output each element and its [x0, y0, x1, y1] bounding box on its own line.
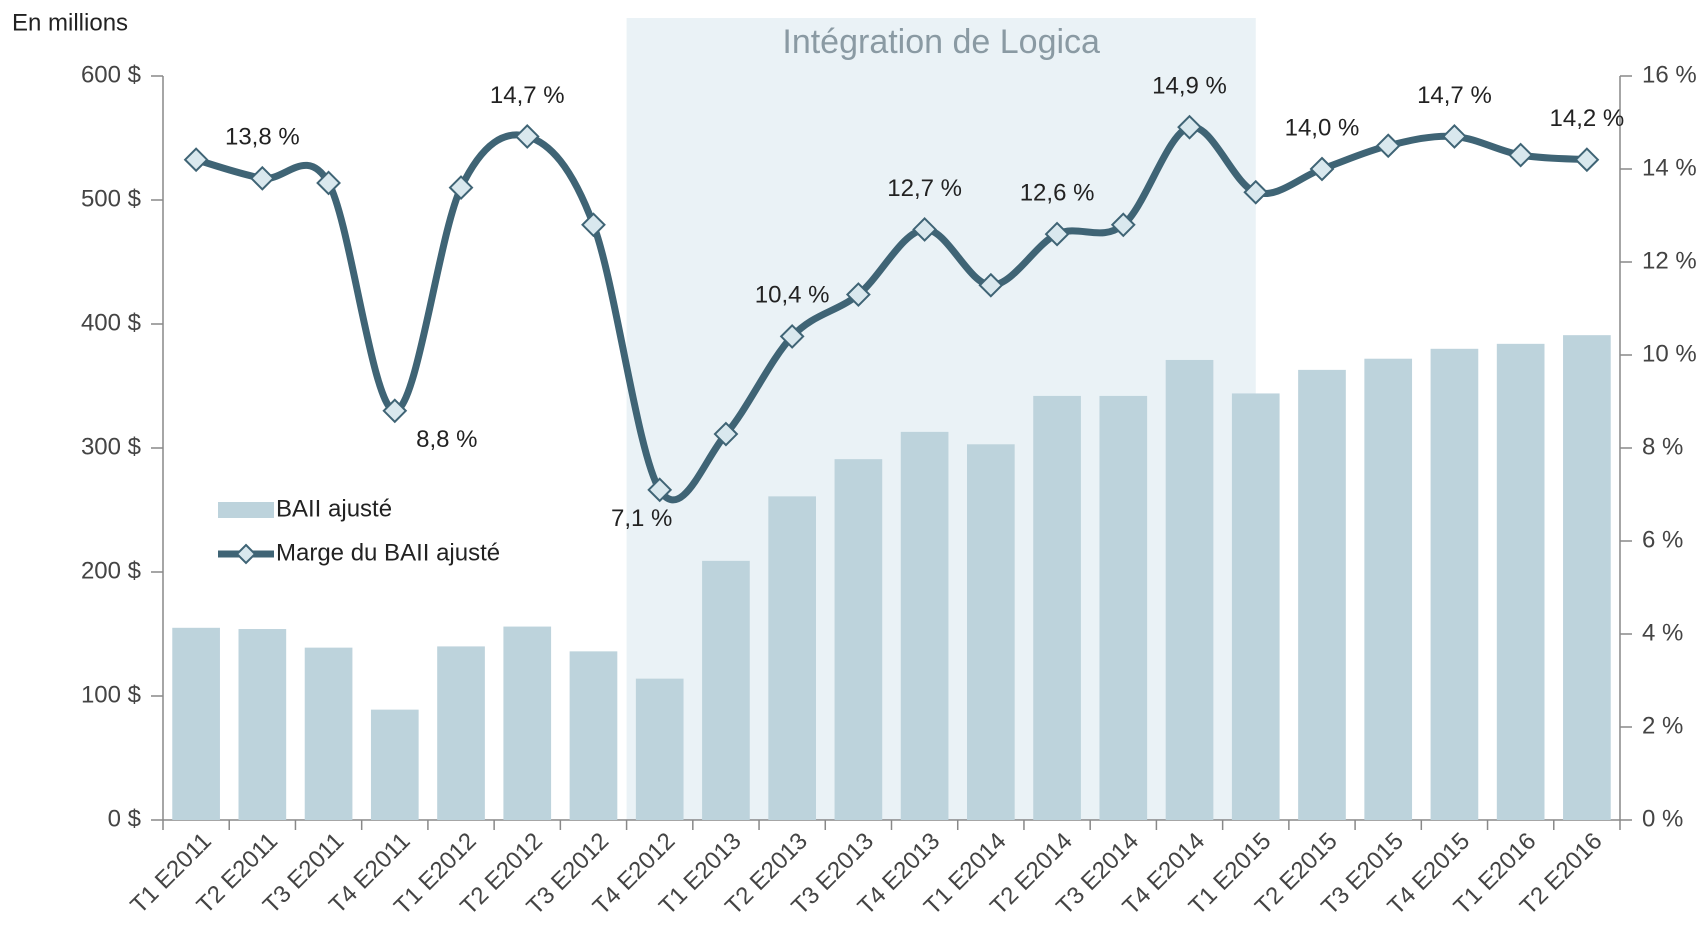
marker	[1508, 142, 1534, 168]
marker	[713, 421, 739, 447]
marker	[912, 217, 938, 242]
bar	[1496, 343, 1545, 820]
y2-tick-label: 8 %	[1642, 433, 1683, 460]
bar	[569, 651, 618, 820]
y-tick-label: 500 $	[81, 185, 141, 212]
marker	[382, 398, 408, 424]
marker	[1375, 133, 1401, 159]
legend-marker	[235, 543, 257, 565]
marker	[514, 124, 540, 149]
marker	[249, 165, 275, 191]
bar	[370, 709, 419, 820]
value-label: 10,4 %	[755, 282, 830, 309]
bar	[1298, 369, 1346, 820]
marker	[845, 282, 871, 307]
marker	[779, 323, 805, 349]
bar	[1033, 395, 1081, 820]
y2-tick-label: 0 %	[1642, 805, 1683, 832]
y2-tick-label: 10 %	[1642, 340, 1697, 367]
y-tick-label: 600 $	[81, 61, 141, 88]
bar	[1563, 335, 1611, 820]
y-tick-label: 400 $	[81, 309, 141, 336]
value-label: 7,1 %	[611, 505, 672, 532]
marker	[978, 272, 1004, 298]
bar	[768, 496, 817, 820]
value-label: 12,7 %	[887, 175, 962, 202]
y2-tick-label: 14 %	[1642, 154, 1697, 181]
bar	[900, 431, 949, 820]
y-tick-label: 300 $	[81, 433, 141, 460]
y2-tick-label: 4 %	[1642, 619, 1683, 646]
bar	[1430, 348, 1479, 820]
bar	[834, 459, 883, 820]
value-label: 8,8 %	[416, 426, 477, 453]
marker	[1110, 212, 1136, 238]
bar	[304, 647, 353, 820]
legend-swatch	[218, 502, 274, 518]
annotation-text: Intégration de Logica	[782, 23, 1100, 61]
marker	[183, 147, 209, 173]
bar	[1099, 395, 1148, 820]
bar	[702, 560, 750, 820]
marker	[581, 212, 606, 238]
marker	[448, 175, 474, 201]
marker	[316, 170, 341, 196]
bar	[966, 444, 1015, 820]
value-label: 14,7 %	[490, 82, 565, 109]
y-axis-label: En millions	[12, 9, 128, 36]
bar	[635, 678, 684, 820]
legend-label: Marge du BAII ajusté	[276, 539, 500, 566]
marker	[1243, 179, 1269, 205]
y-tick-label: 100 $	[81, 681, 141, 708]
marker	[647, 477, 673, 503]
value-label: 13,8 %	[225, 124, 300, 151]
marker	[1309, 156, 1335, 182]
marker	[1442, 124, 1467, 149]
bar	[172, 627, 220, 820]
marker	[1177, 114, 1202, 140]
bar	[503, 626, 552, 820]
value-label: 12,6 %	[1020, 179, 1095, 206]
value-label: 14,2 %	[1550, 105, 1625, 132]
marker	[1044, 221, 1070, 247]
bar	[1231, 393, 1280, 820]
marker	[1574, 147, 1600, 173]
bar	[238, 629, 287, 820]
y2-tick-label: 16 %	[1642, 61, 1697, 88]
bar	[1364, 358, 1413, 820]
y-tick-label: 0 $	[108, 805, 141, 832]
value-label: 14,9 %	[1152, 72, 1227, 99]
y-tick-label: 200 $	[81, 557, 141, 584]
y2-tick-label: 12 %	[1642, 247, 1697, 274]
legend-label: BAII ajusté	[276, 495, 392, 522]
y2-tick-label: 6 %	[1642, 526, 1683, 553]
y2-tick-label: 2 %	[1642, 712, 1683, 739]
value-label: 14,7 %	[1417, 82, 1492, 109]
value-label: 14,0 %	[1285, 114, 1360, 141]
bar	[437, 646, 485, 820]
bar	[1165, 359, 1214, 820]
